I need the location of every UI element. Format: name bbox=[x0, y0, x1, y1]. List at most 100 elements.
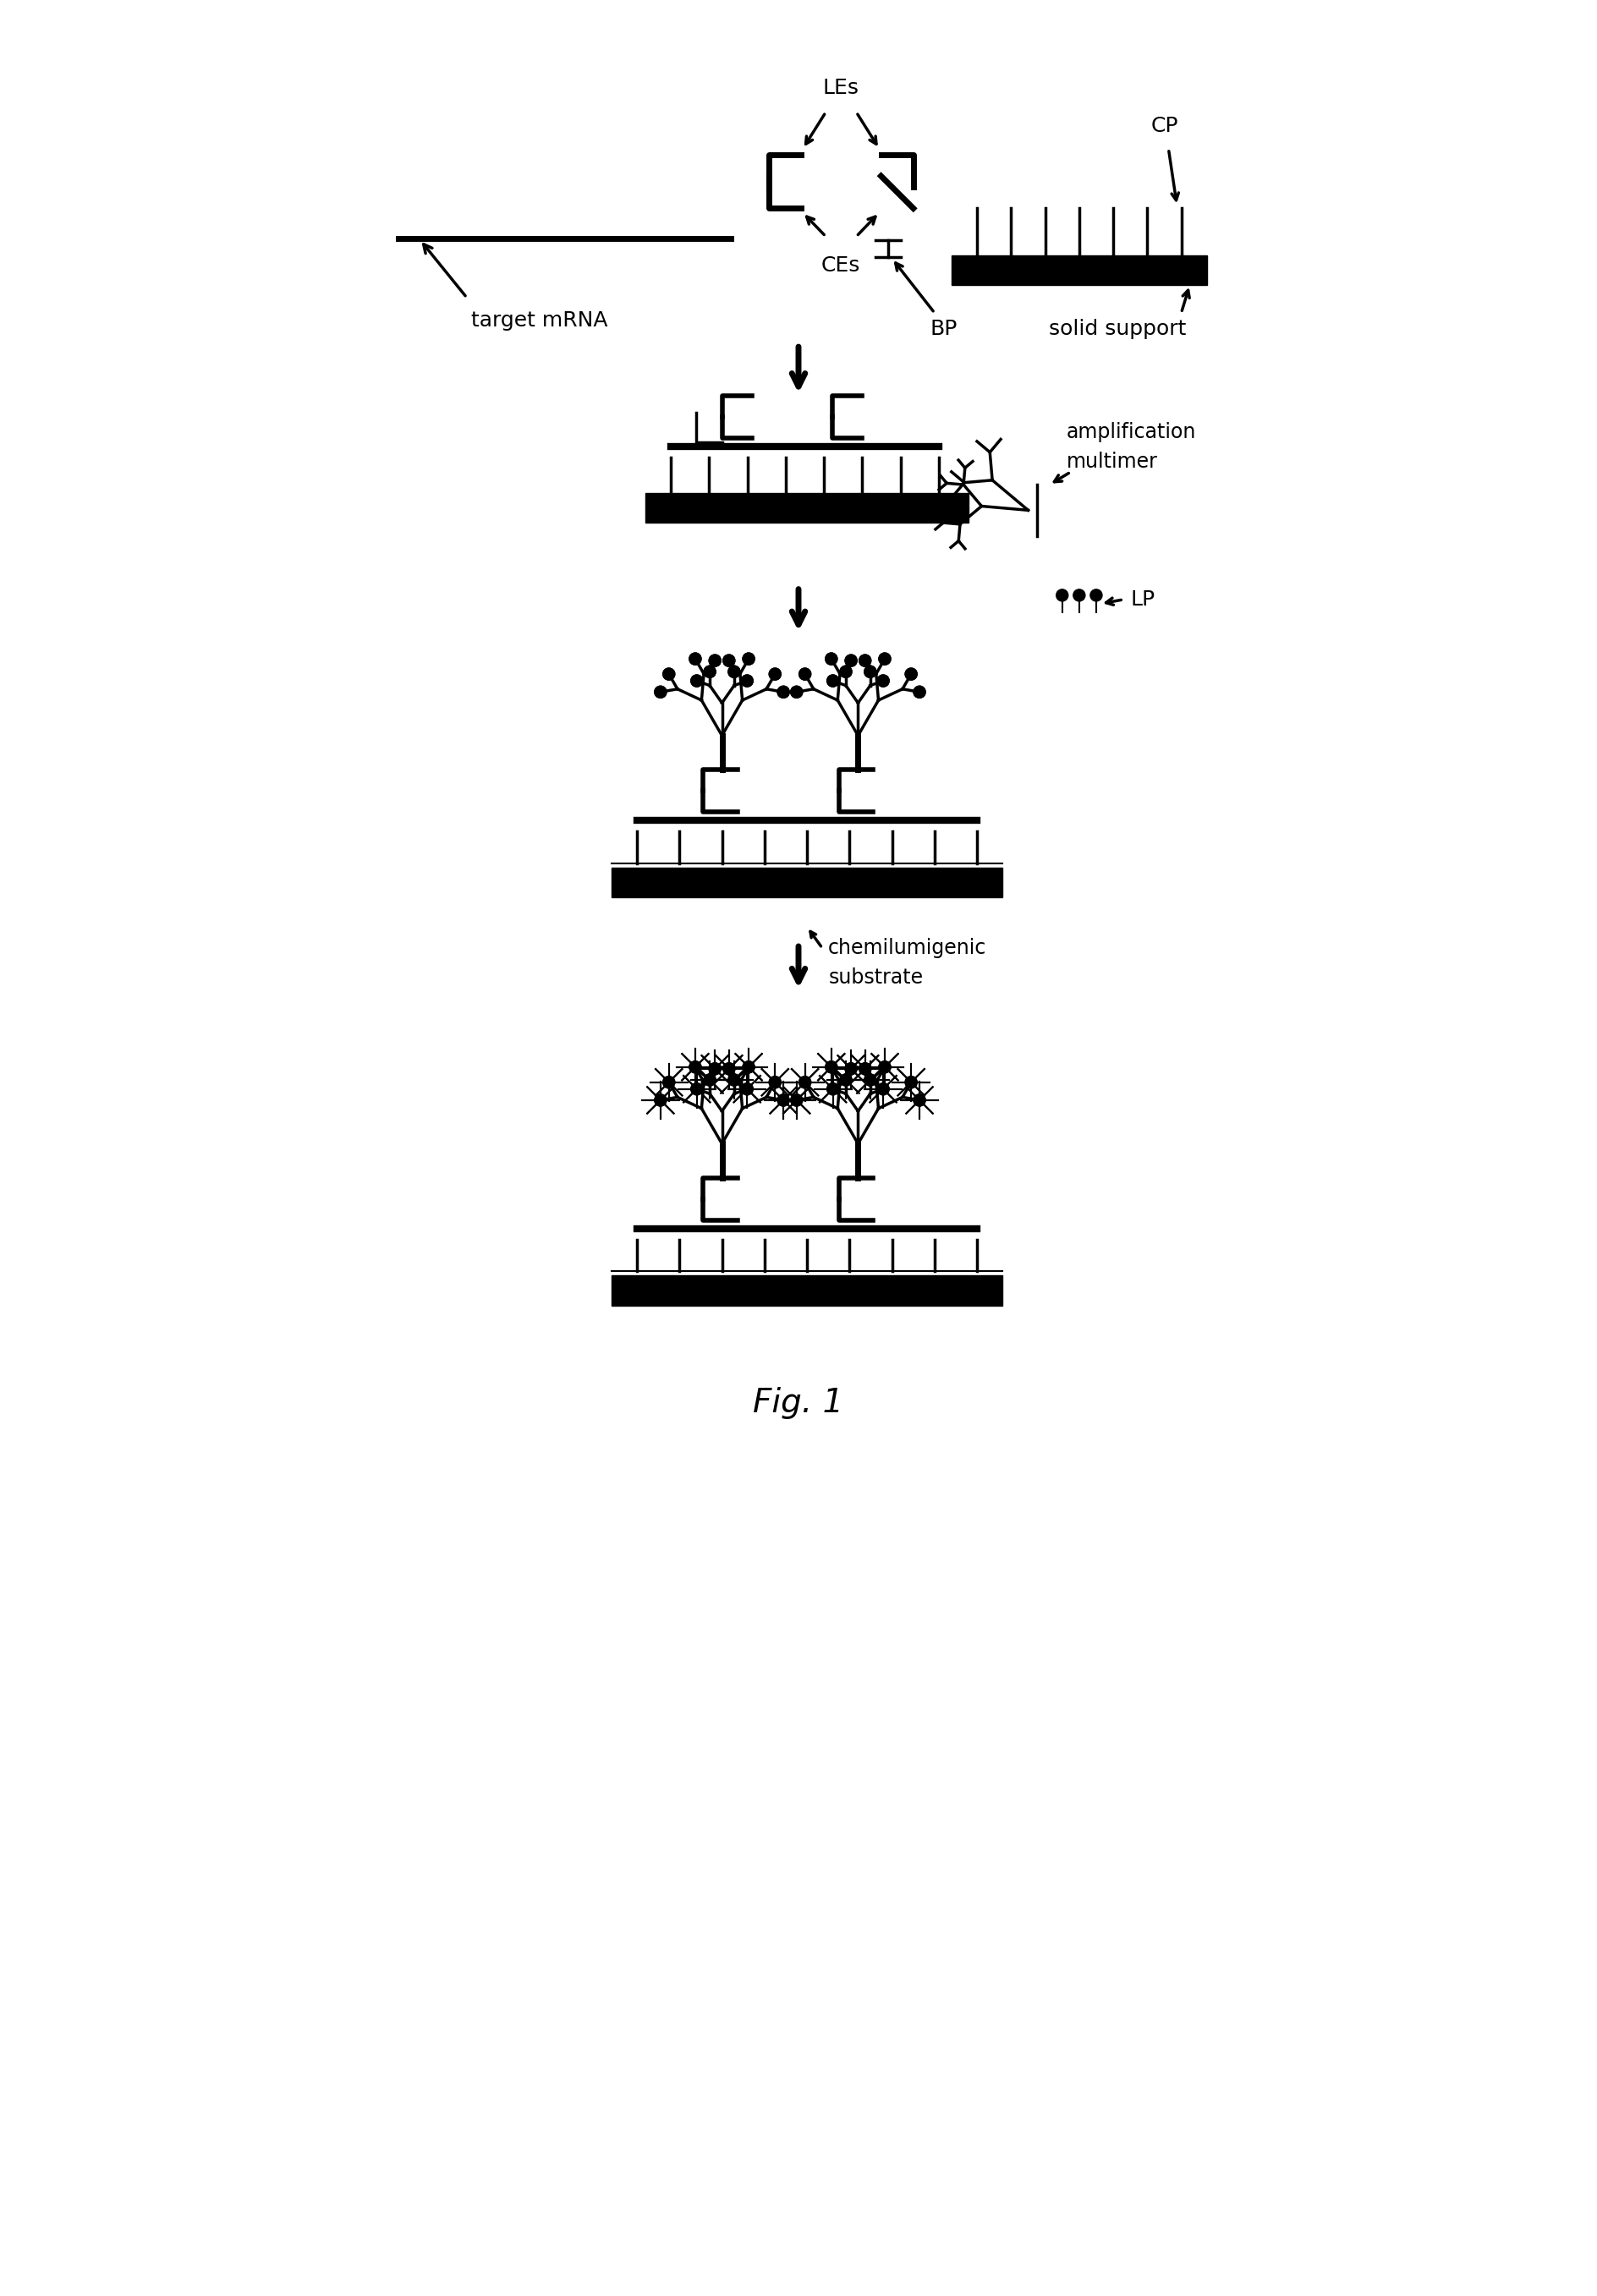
Circle shape bbox=[704, 1075, 715, 1086]
Circle shape bbox=[845, 654, 858, 666]
Circle shape bbox=[1091, 590, 1102, 602]
Circle shape bbox=[826, 1061, 837, 1072]
Circle shape bbox=[709, 654, 720, 666]
Bar bbox=[612, 1277, 1003, 1306]
Circle shape bbox=[798, 1077, 811, 1088]
Circle shape bbox=[690, 1061, 701, 1072]
Circle shape bbox=[859, 654, 870, 666]
Circle shape bbox=[692, 675, 703, 687]
Circle shape bbox=[655, 1095, 666, 1107]
Circle shape bbox=[798, 668, 811, 680]
Circle shape bbox=[723, 654, 735, 666]
Circle shape bbox=[845, 1063, 858, 1075]
Circle shape bbox=[791, 687, 803, 698]
Text: solid support: solid support bbox=[1049, 319, 1187, 340]
Circle shape bbox=[663, 1077, 676, 1088]
Circle shape bbox=[690, 1061, 701, 1072]
Circle shape bbox=[859, 654, 870, 666]
Circle shape bbox=[878, 1061, 891, 1072]
Circle shape bbox=[655, 687, 666, 698]
Text: multimer: multimer bbox=[1067, 452, 1158, 473]
Circle shape bbox=[840, 1075, 851, 1086]
Circle shape bbox=[709, 654, 720, 666]
Circle shape bbox=[728, 1075, 739, 1086]
Circle shape bbox=[743, 1061, 755, 1072]
Circle shape bbox=[877, 675, 890, 687]
Circle shape bbox=[692, 675, 703, 687]
Circle shape bbox=[913, 1095, 925, 1107]
Text: CP: CP bbox=[1150, 115, 1179, 135]
Circle shape bbox=[741, 1084, 754, 1095]
Circle shape bbox=[864, 1075, 877, 1086]
Circle shape bbox=[728, 1075, 739, 1086]
Circle shape bbox=[1073, 590, 1084, 602]
Circle shape bbox=[913, 687, 925, 698]
Circle shape bbox=[826, 652, 837, 666]
Circle shape bbox=[905, 1077, 917, 1088]
Text: substrate: substrate bbox=[829, 969, 923, 987]
Circle shape bbox=[798, 668, 811, 680]
Circle shape bbox=[827, 1084, 838, 1095]
Circle shape bbox=[690, 652, 701, 666]
Text: BP: BP bbox=[931, 319, 958, 340]
Circle shape bbox=[840, 666, 851, 677]
Circle shape bbox=[690, 652, 701, 666]
Text: LP: LP bbox=[1131, 590, 1155, 611]
Circle shape bbox=[878, 652, 891, 666]
Text: CEs: CEs bbox=[821, 255, 861, 276]
Text: target mRNA: target mRNA bbox=[471, 310, 607, 331]
Circle shape bbox=[840, 666, 851, 677]
Circle shape bbox=[728, 666, 739, 677]
Circle shape bbox=[709, 1063, 720, 1075]
Circle shape bbox=[704, 666, 715, 677]
Circle shape bbox=[770, 668, 781, 680]
Circle shape bbox=[709, 1063, 720, 1075]
Circle shape bbox=[827, 675, 838, 687]
Circle shape bbox=[827, 675, 838, 687]
Circle shape bbox=[864, 1075, 877, 1086]
Circle shape bbox=[845, 654, 858, 666]
Bar bbox=[612, 868, 1003, 898]
Circle shape bbox=[743, 652, 755, 666]
Circle shape bbox=[798, 1077, 811, 1088]
Circle shape bbox=[663, 668, 676, 680]
Circle shape bbox=[778, 687, 789, 698]
Circle shape bbox=[827, 1084, 838, 1095]
Circle shape bbox=[913, 687, 925, 698]
Circle shape bbox=[778, 1095, 789, 1107]
Circle shape bbox=[905, 668, 917, 680]
Circle shape bbox=[877, 675, 890, 687]
Circle shape bbox=[741, 675, 754, 687]
Circle shape bbox=[770, 668, 781, 680]
Circle shape bbox=[859, 1063, 870, 1075]
Circle shape bbox=[791, 687, 803, 698]
Circle shape bbox=[655, 687, 666, 698]
Circle shape bbox=[878, 1061, 891, 1072]
Circle shape bbox=[723, 1063, 735, 1075]
Circle shape bbox=[791, 1095, 803, 1107]
Circle shape bbox=[723, 654, 735, 666]
Text: Fig. 1: Fig. 1 bbox=[754, 1387, 843, 1419]
Circle shape bbox=[743, 1061, 755, 1072]
Text: chemilumigenic: chemilumigenic bbox=[829, 939, 987, 957]
Text: amplification: amplification bbox=[1067, 422, 1196, 443]
Circle shape bbox=[864, 666, 877, 677]
Circle shape bbox=[864, 666, 877, 677]
Circle shape bbox=[778, 687, 789, 698]
Circle shape bbox=[778, 1095, 789, 1107]
Circle shape bbox=[770, 1077, 781, 1088]
Circle shape bbox=[877, 1084, 890, 1095]
Circle shape bbox=[743, 652, 755, 666]
Circle shape bbox=[826, 652, 837, 666]
Circle shape bbox=[723, 1063, 735, 1075]
Circle shape bbox=[845, 1063, 858, 1075]
Circle shape bbox=[663, 668, 676, 680]
Circle shape bbox=[663, 1077, 676, 1088]
Bar bbox=[952, 255, 1207, 285]
Circle shape bbox=[840, 1075, 851, 1086]
Bar bbox=[645, 494, 969, 523]
Circle shape bbox=[692, 1084, 703, 1095]
Circle shape bbox=[704, 666, 715, 677]
Circle shape bbox=[905, 1077, 917, 1088]
Circle shape bbox=[791, 1095, 803, 1107]
